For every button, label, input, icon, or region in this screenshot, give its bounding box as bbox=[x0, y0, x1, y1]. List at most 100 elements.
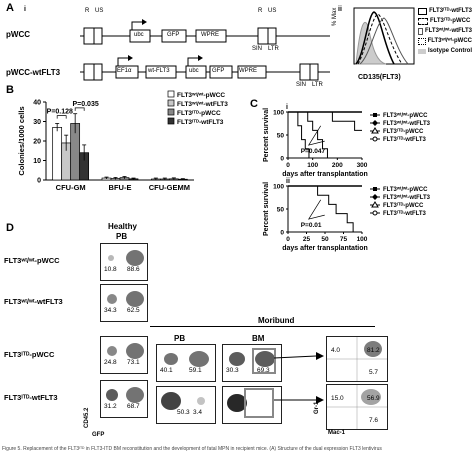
vector-construct-diagram bbox=[80, 19, 330, 81]
x-axis-label: days after transplantation bbox=[282, 171, 368, 178]
label-ltr-2: LTR bbox=[312, 82, 323, 88]
construct-pwcc-label: pWCC bbox=[6, 30, 30, 39]
quadrant-value: 73.1 bbox=[127, 359, 140, 366]
quadrant-value: 30.3 bbox=[226, 367, 239, 374]
quadrant-value: 62.5 bbox=[127, 307, 140, 314]
label-us-3-1: US bbox=[268, 8, 277, 14]
label-us-1: US bbox=[95, 8, 104, 14]
y-axis-label: Colonies/1000 cells bbox=[17, 106, 26, 175]
flow-plot-gated-2: 15.0 56.9 7.6 bbox=[326, 384, 388, 430]
moribund-header: Moribund bbox=[258, 316, 295, 325]
legend-marker bbox=[371, 201, 379, 208]
axis-label-gr1: Gr-1 bbox=[314, 401, 320, 414]
flow-plot-healthy-3: 24.8 73.1 bbox=[100, 336, 148, 374]
quadrant-value: 56.9 bbox=[367, 395, 380, 402]
y-tick-label: 0 bbox=[280, 230, 284, 237]
us-box-3-1 bbox=[267, 27, 277, 45]
axis-label-cd45: CD45.2 bbox=[84, 407, 90, 428]
legend-item: FLT3ʷᵗ/ʷᵗ-wtFLT3 bbox=[418, 26, 472, 36]
legend-label: FLT3ᴵᵀᴰ-wtFLT3 bbox=[383, 210, 427, 217]
y-tick-label: 20 bbox=[33, 139, 41, 146]
x-tick-label: 0 bbox=[286, 162, 290, 169]
label-wpre-2: WPRE bbox=[239, 68, 257, 74]
us-box-5-1 bbox=[93, 27, 103, 45]
construct-pwcc-wtflt3-label: pWCC-wtFLT3 bbox=[6, 68, 61, 77]
healthy-header: Healthy bbox=[108, 222, 137, 231]
quadrant-value: 50.3 bbox=[177, 409, 190, 416]
panel-a-sub-ii: ii bbox=[338, 6, 342, 13]
histogram-xlabel: CD135(FLT3) bbox=[358, 74, 401, 81]
y-tick-label: 0 bbox=[37, 178, 41, 185]
panel-c-sub-ii: ii bbox=[286, 178, 290, 185]
label-r-1: R bbox=[85, 8, 90, 14]
quadrant-value: 15.0 bbox=[331, 395, 344, 402]
y-tick-label: 100 bbox=[273, 184, 284, 191]
quadrant-value: 4.0 bbox=[331, 347, 341, 354]
quadrant-value: 69.3 bbox=[257, 367, 270, 374]
x-tick-label: 0 bbox=[286, 236, 290, 243]
legend-item: Isotype Control bbox=[418, 46, 472, 56]
healthy-pb-header: PB bbox=[116, 232, 128, 241]
legend-label: FLT3ʷᵗ/ʷᵗ-pWCC bbox=[383, 112, 428, 119]
quadrant-value: 88.6 bbox=[127, 266, 140, 273]
y-tick-label: 0 bbox=[280, 156, 284, 163]
bar bbox=[52, 126, 63, 181]
survival-chart-i: 0 50 100 0 100 200 300 Percent survival days aft… bbox=[263, 108, 431, 178]
legend-marker bbox=[373, 113, 377, 117]
label-ef1a: EF1α bbox=[117, 68, 132, 74]
quadrant-value: 31.2 bbox=[104, 403, 117, 410]
legend-swatch bbox=[167, 99, 175, 107]
label-wpre-1: WPRE bbox=[201, 32, 219, 38]
legend-swatch bbox=[167, 117, 175, 125]
wtflt3-box bbox=[145, 65, 177, 79]
survival-line bbox=[288, 185, 354, 232]
axis-label-mac1: Mac-1 bbox=[328, 430, 346, 436]
label-ubc-2: ubc bbox=[189, 68, 199, 74]
histogram-curve-3 bbox=[359, 17, 409, 65]
x-tick-label: 25 bbox=[303, 236, 311, 243]
ef1a-promoter-arrow bbox=[117, 57, 128, 66]
axis-label-gfp: GFP bbox=[92, 432, 105, 438]
p-bracket bbox=[307, 199, 325, 220]
category-label: CFU-GEMM bbox=[149, 183, 190, 192]
panel-a-sub-i: i bbox=[24, 6, 26, 13]
p-value-label: P=0.01 bbox=[301, 222, 322, 229]
gating-arrows bbox=[273, 352, 324, 404]
legend-label: FLT3ʷᵗ/ʷᵗ-pWCC bbox=[177, 92, 225, 99]
histogram-curve-2 bbox=[357, 13, 403, 65]
ltr-box-5-1 bbox=[83, 27, 95, 45]
y-axis-label: Percent survival bbox=[263, 108, 270, 162]
panel-b-letter: B bbox=[6, 84, 14, 96]
legend-item: FLT3ᴵᵀᴰ-pWCC bbox=[418, 16, 472, 26]
ltr-box-3-2 bbox=[299, 63, 311, 81]
legend-label: FLT3ʷᵗ/ʷᵗ-wtFLT3 bbox=[177, 101, 228, 108]
moribund-divider bbox=[150, 326, 375, 327]
label-sin-1: SIN bbox=[252, 46, 263, 52]
ubc-promoter-arrow-1 bbox=[131, 21, 142, 30]
panel-c-sub-i: i bbox=[286, 104, 288, 111]
x-tick-label: 100 bbox=[357, 236, 368, 243]
quadrant-value: 7.6 bbox=[369, 417, 379, 424]
p-bracket bbox=[56, 115, 67, 119]
p-value-label: P=0.047 bbox=[301, 148, 326, 155]
x-tick-label: 50 bbox=[321, 236, 329, 243]
legend-marker bbox=[372, 136, 378, 142]
y-tick-label: 50 bbox=[277, 207, 285, 214]
category-label: CFU-GM bbox=[56, 183, 86, 192]
x-tick-label: 200 bbox=[332, 162, 343, 169]
x-tick-label: 300 bbox=[357, 162, 368, 169]
legend-label: FLT3ᴵᵀᴰ-pWCC bbox=[383, 128, 424, 135]
label-ltr-1: LTR bbox=[268, 46, 279, 52]
quadrant-value: 5.7 bbox=[369, 369, 379, 376]
survival-line bbox=[288, 111, 362, 131]
legend-marker bbox=[371, 127, 379, 134]
colony-bar-chart: 0 10 20 30 40 Colonies/1000 cells CFU-GM BFU-E C… bbox=[17, 90, 228, 192]
flow-plot-moribund-pb-2: 50.3 3.4 bbox=[156, 386, 216, 424]
label-gfp-1: GFP bbox=[167, 32, 180, 38]
x-tick-label: 100 bbox=[307, 162, 318, 169]
legend-label: FLT3ᴵᵀᴰ-pWCC bbox=[383, 202, 424, 209]
y-tick-label: 30 bbox=[33, 119, 41, 126]
gate-box-1 bbox=[252, 348, 276, 374]
y-tick-label: 100 bbox=[273, 110, 284, 117]
